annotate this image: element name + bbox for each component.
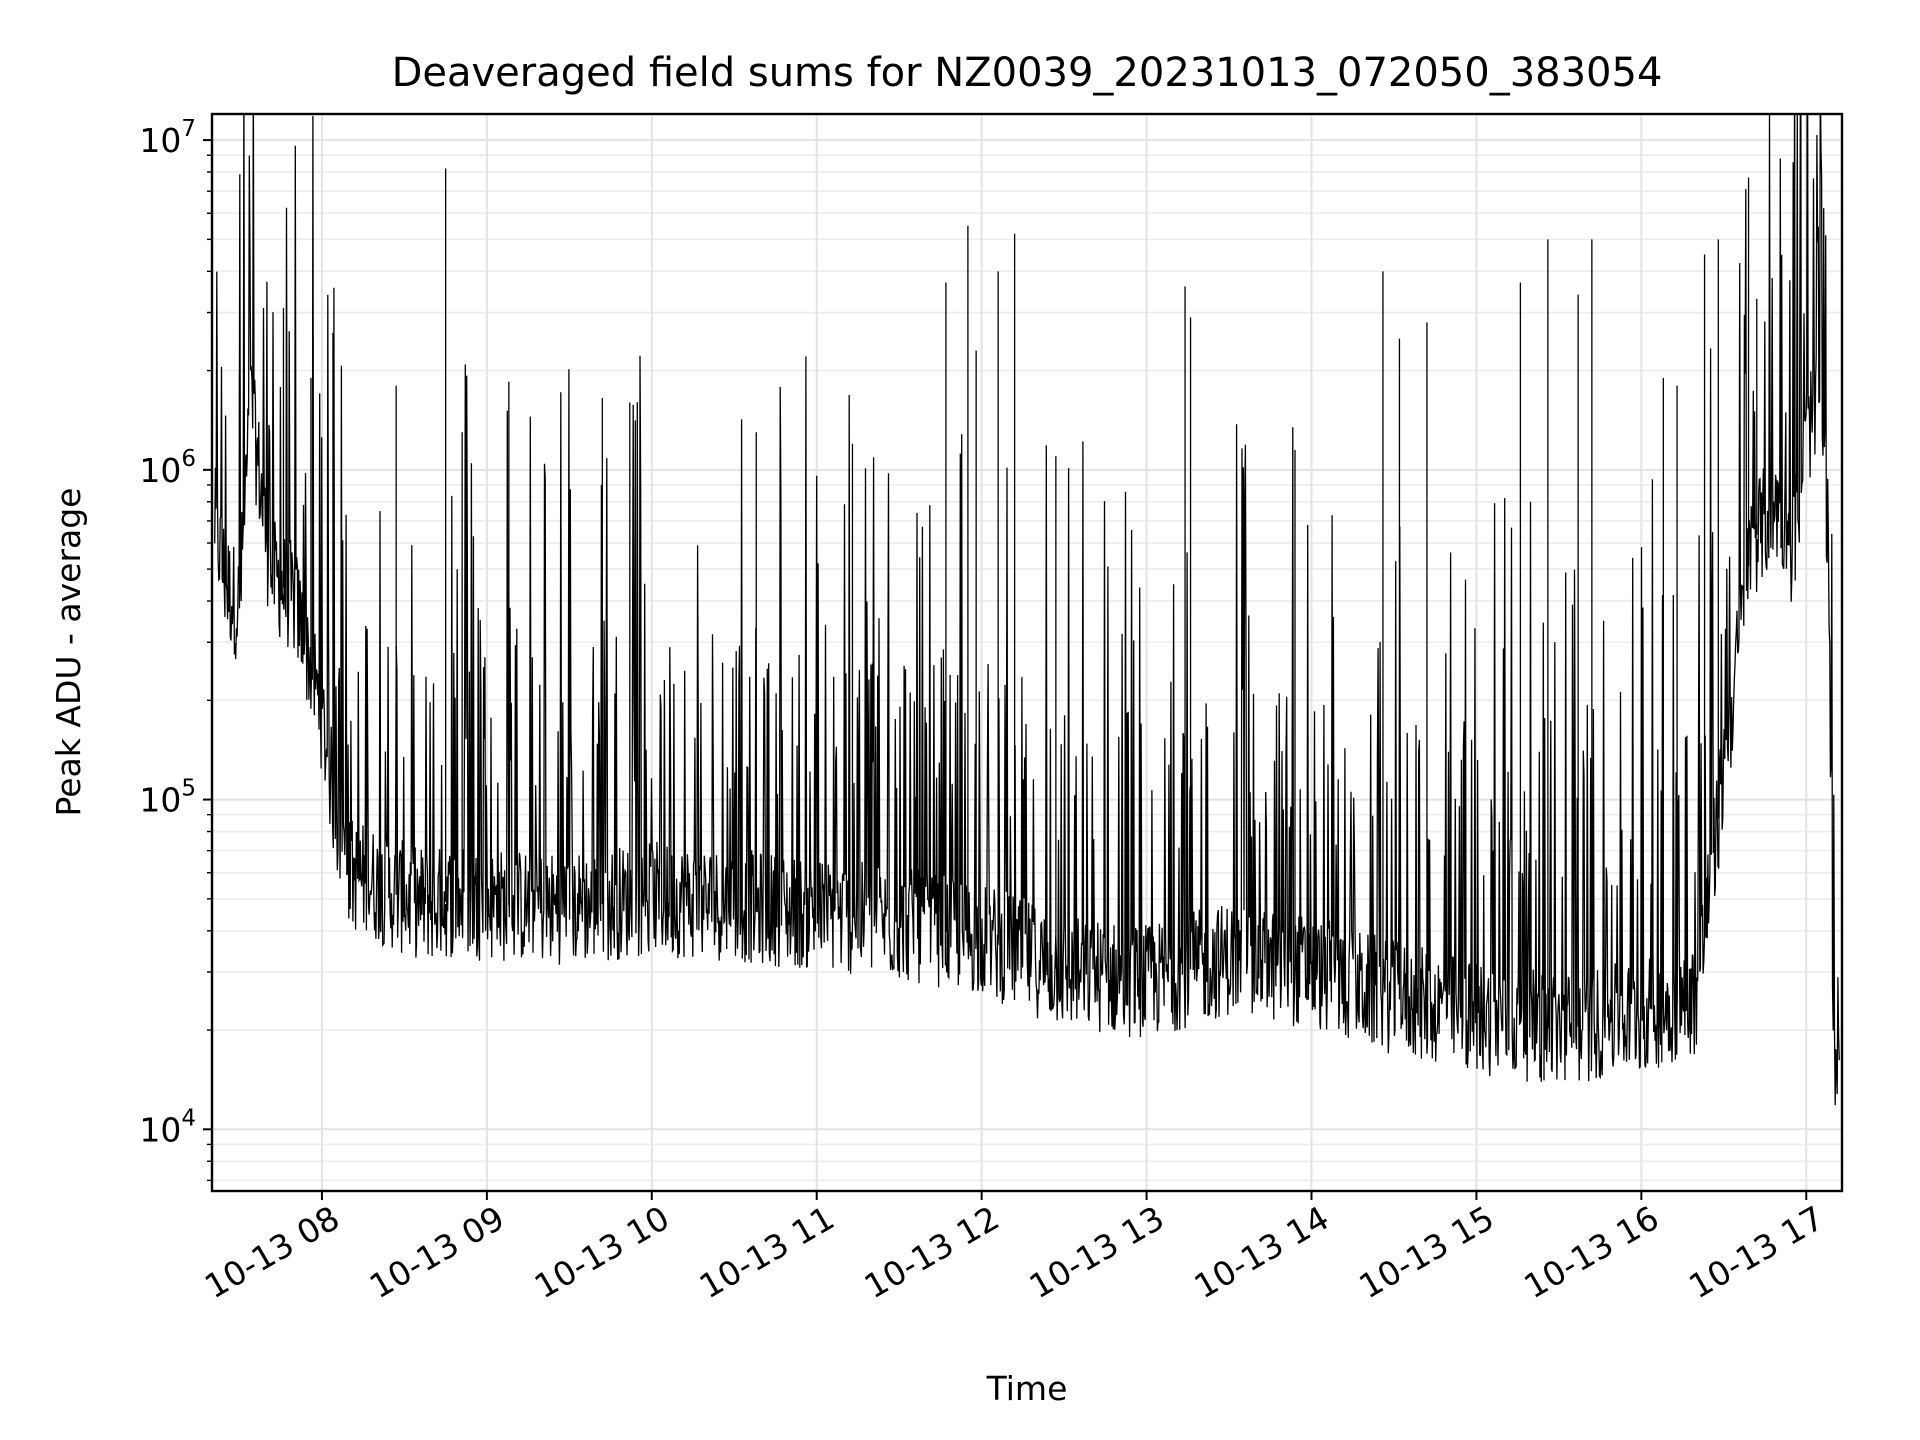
x-tick-label: 10-13 14 bbox=[1187, 1198, 1335, 1306]
plot-frame bbox=[210, 112, 1844, 1193]
chart-title: Deaveraged field sums for NZ0039_2023101… bbox=[392, 50, 1663, 96]
x-tick-label: 10-13 08 bbox=[198, 1198, 346, 1306]
x-tick-label: 10-13 11 bbox=[693, 1198, 841, 1306]
x-tick-label: 10-13 17 bbox=[1682, 1198, 1830, 1306]
x-tick-label: 10-13 13 bbox=[1023, 1198, 1171, 1306]
y-axis-label: Peak ADU - average bbox=[49, 488, 88, 817]
y-tick-label: 105 bbox=[139, 776, 196, 820]
x-tick-label: 10-13 15 bbox=[1352, 1198, 1500, 1306]
x-tick-label: 10-13 16 bbox=[1517, 1198, 1665, 1306]
y-tick-label: 104 bbox=[139, 1105, 196, 1149]
x-tick-label: 10-13 10 bbox=[528, 1198, 676, 1306]
plot-area bbox=[214, 114, 1840, 1106]
y-tick-label: 107 bbox=[139, 116, 196, 160]
y-tick-label: 106 bbox=[139, 446, 196, 490]
x-tick-label: 10-13 09 bbox=[363, 1198, 511, 1306]
y-axis-ticks: 104 105 106 107 bbox=[139, 116, 212, 1182]
x-axis-ticks: 10-13 08 10-13 09 10-13 10 10-13 11 10-13 12… bbox=[198, 1191, 1830, 1306]
series-line bbox=[214, 114, 1840, 1106]
x-tick-label: 10-13 12 bbox=[858, 1198, 1006, 1306]
series-layer bbox=[214, 114, 1840, 1106]
x-axis-label: Time bbox=[986, 1369, 1068, 1408]
